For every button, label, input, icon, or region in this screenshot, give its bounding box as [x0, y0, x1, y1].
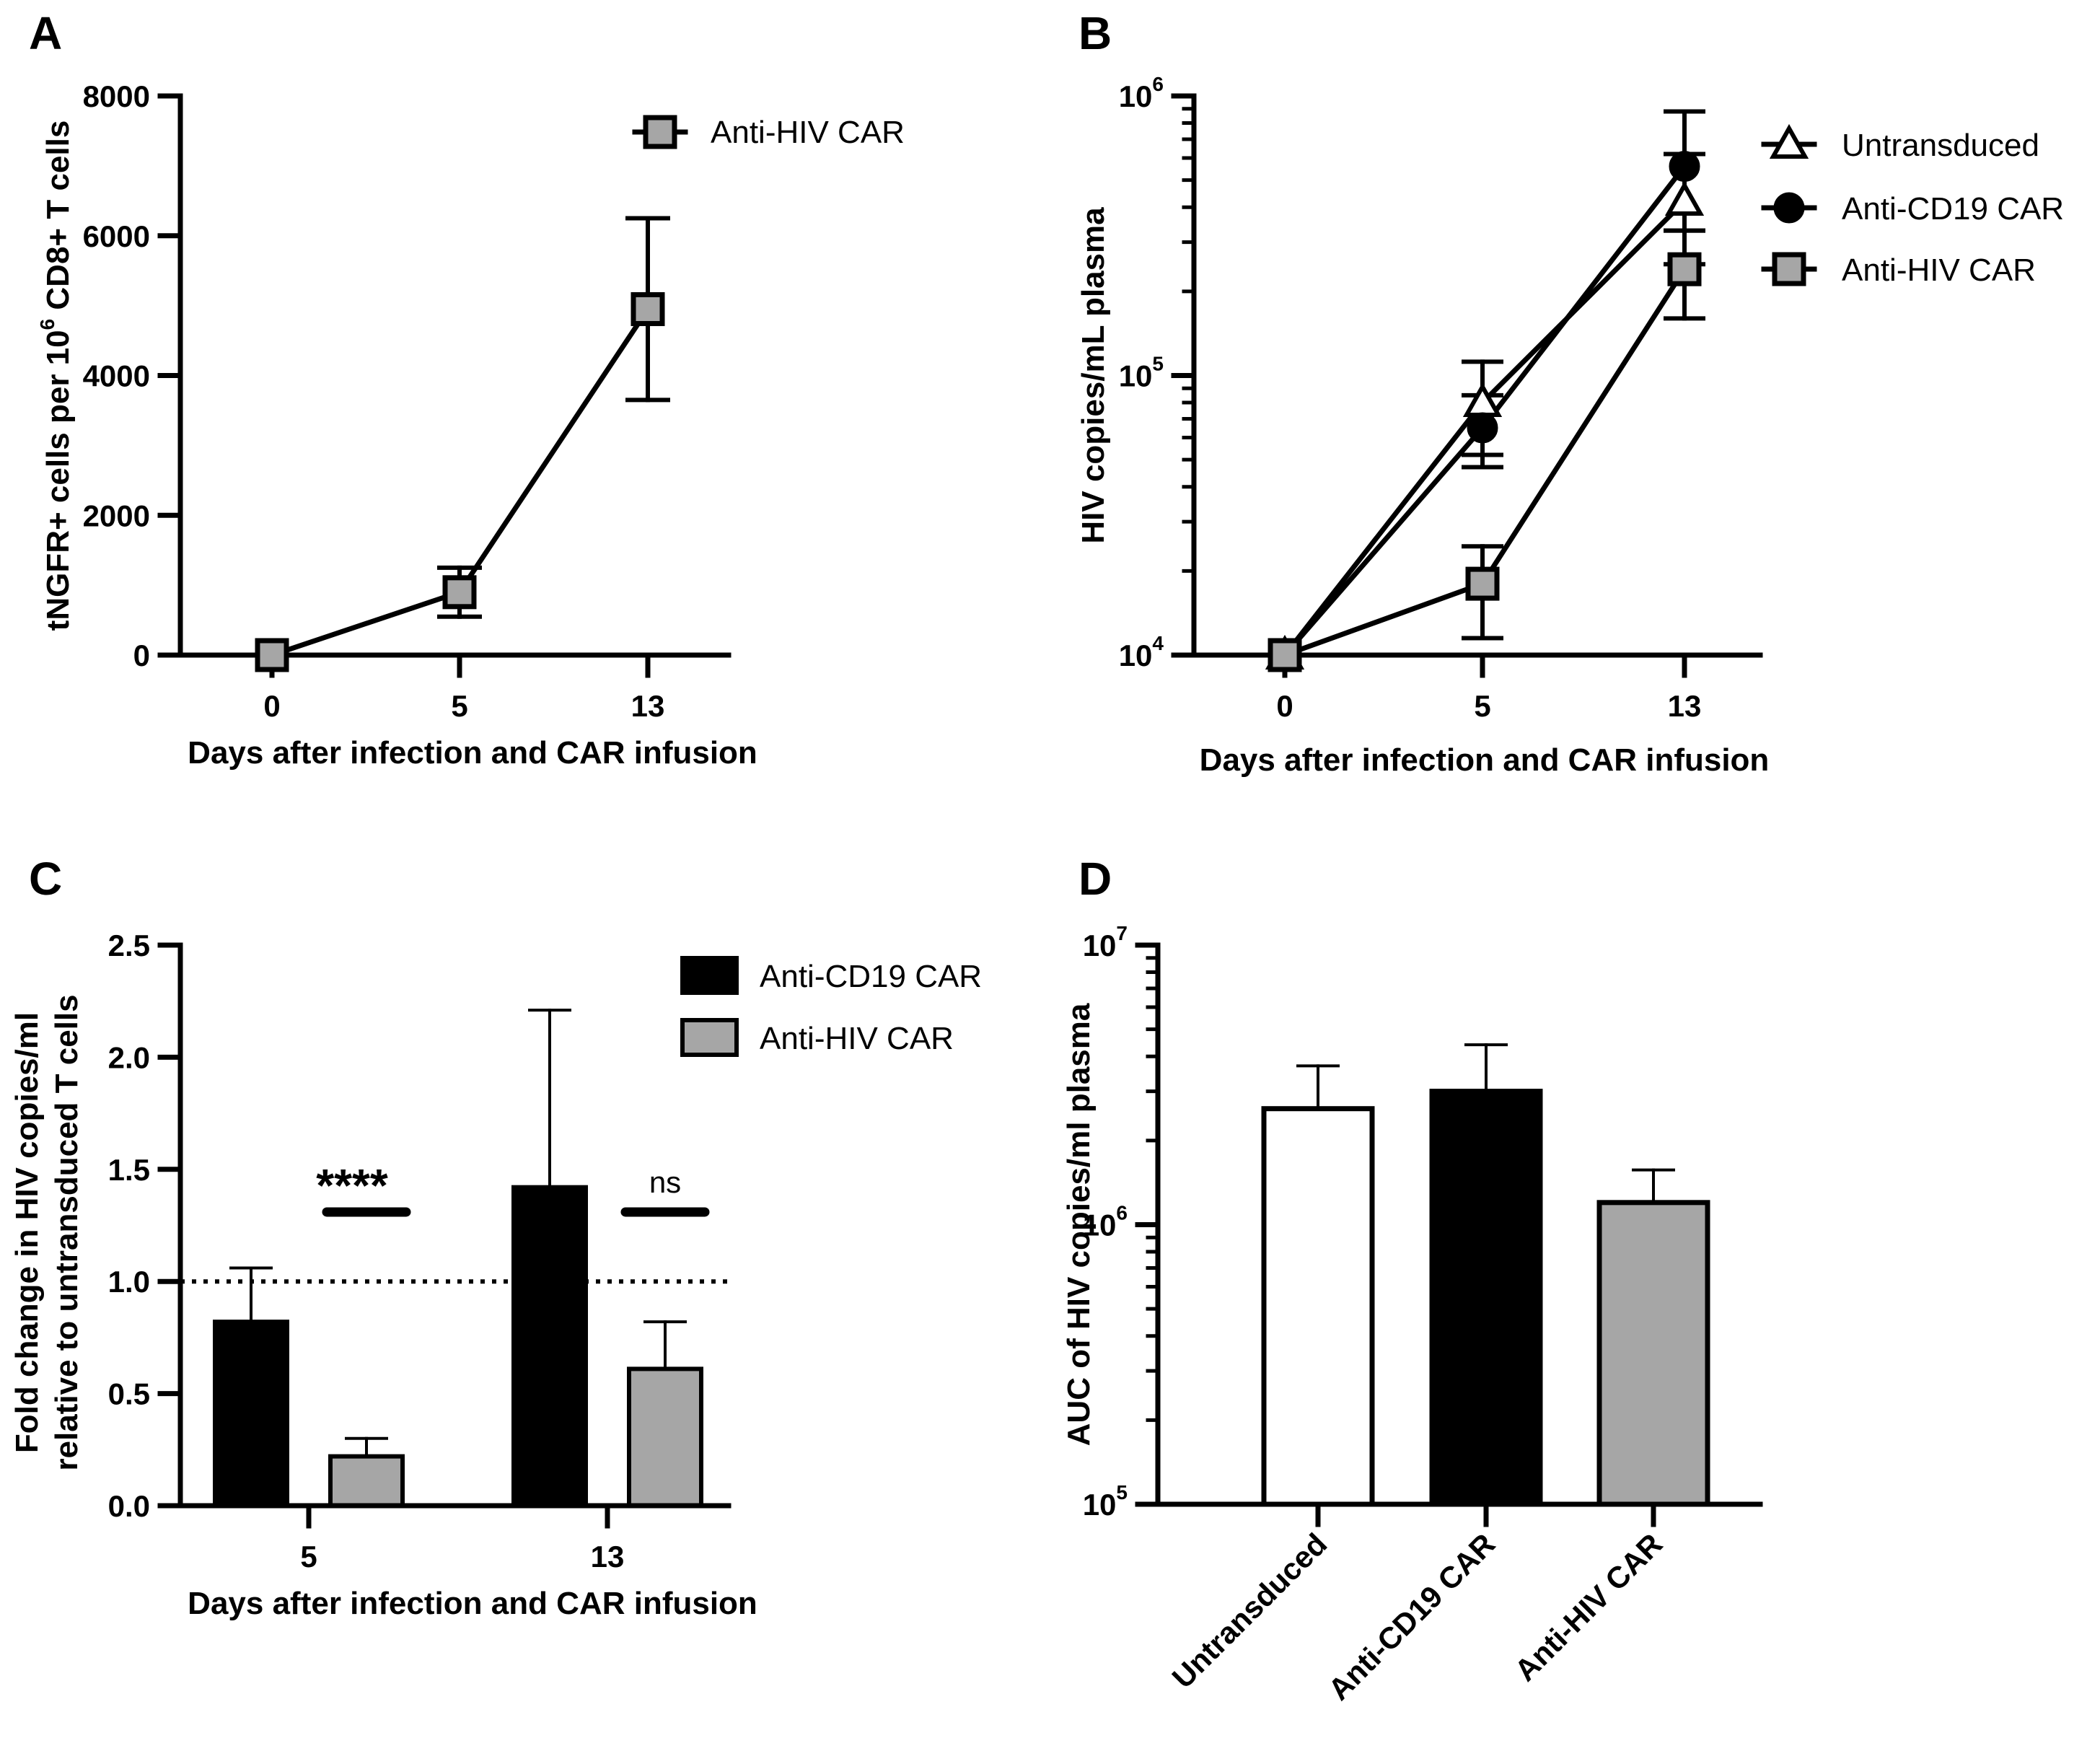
legend-label: Anti-HIV CAR [711, 115, 905, 150]
panel-c: C 0.0 0.5 1.0 1.5 2.0 2.5 5 13 Days after infecti… [9, 853, 982, 1621]
y-tick-label: 0.0 [108, 1489, 150, 1523]
data-point [1268, 638, 1302, 672]
y-tick-label: 104 [1119, 632, 1164, 672]
y-tick-label: 0 [133, 638, 150, 672]
x-tick-label: Anti-HIV CAR [1508, 1527, 1669, 1687]
data-point [1465, 566, 1500, 601]
panel-letter-d: D [1078, 853, 1112, 905]
bar [213, 1320, 289, 1509]
y-tick-label: 8000 [83, 79, 150, 113]
data-point [1667, 252, 1702, 286]
x-axis-label: Days after infection and CAR infusion [188, 1586, 757, 1621]
y-tick-label-exp: 6 [1152, 73, 1164, 95]
y-tick-label-exp: 7 [1116, 922, 1128, 944]
x-axis-label: Days after infection and CAR infusion [188, 735, 757, 771]
y-tick-label: 105 [1083, 1481, 1128, 1522]
y-tick-label: 105 [1119, 353, 1164, 393]
y-axis-label-part: CD8+ T cells [40, 120, 76, 319]
legend-label: Anti-HIV CAR [760, 1021, 954, 1056]
legend-marker [1769, 123, 1809, 159]
y-tick-label: 2.5 [108, 929, 150, 962]
legend-label: Untransduced [1842, 128, 2039, 163]
y-tick-label-base: 10 [1083, 1488, 1117, 1522]
y-axis-label-part: 6 [36, 319, 58, 330]
y-tick-label-base: 10 [1119, 638, 1153, 672]
y-tick-label-base: 10 [1119, 79, 1153, 113]
x-tick-label: 0 [263, 689, 280, 723]
x-tick-label: 13 [591, 1540, 625, 1574]
y-axis-label-line-2: relative to untransduced T cells [49, 994, 84, 1470]
y-tick-label: 2.0 [108, 1040, 150, 1074]
y-tick-label-exp: 4 [1152, 632, 1164, 654]
data-point [442, 575, 477, 610]
legend-label: Anti-CD19 CAR [760, 959, 982, 994]
bar [1596, 1200, 1710, 1507]
legend-swatch [680, 1018, 739, 1057]
data-point [1664, 180, 1705, 216]
legend-marker [1772, 252, 1806, 286]
y-tick-label-base: 10 [1083, 929, 1117, 962]
data-point [255, 638, 289, 672]
x-tick-label: Untransduced [1165, 1527, 1333, 1695]
significance-label: ns [649, 1165, 681, 1199]
bar [627, 1366, 703, 1508]
bar [328, 1454, 405, 1509]
y-tick-label-base: 10 [1083, 1208, 1117, 1242]
y-axis-label-line-1: Fold change in HIV copies/ml [9, 1012, 45, 1453]
x-tick-label: Anti-CD19 CAR [1322, 1527, 1501, 1706]
x-tick-label: 5 [1474, 689, 1490, 723]
y-tick-label: 107 [1083, 922, 1128, 962]
x-tick-label: 0 [1276, 689, 1293, 723]
x-axis-label: Days after infection and CAR infusion [1200, 742, 1770, 778]
legend-label: Anti-HIV CAR [1842, 253, 2036, 288]
panel-a: A 0 2000 4000 6000 8000 0 5 13 Days after infecti… [29, 7, 905, 771]
panel-letter-c: C [29, 853, 62, 905]
x-tick-label: 13 [1668, 689, 1702, 723]
legend-swatch [680, 956, 739, 995]
y-tick-label: 4000 [83, 359, 150, 393]
y-tick-label: 1.0 [108, 1265, 150, 1299]
bar [511, 1185, 588, 1508]
y-tick-label-base: 10 [1119, 359, 1153, 393]
x-tick-label: 13 [631, 689, 665, 723]
y-tick-label: 0.5 [108, 1377, 150, 1411]
data-point [1467, 412, 1498, 444]
y-tick-label-exp: 5 [1152, 353, 1164, 375]
y-tick-label: 6000 [83, 219, 150, 253]
legend-marker [643, 115, 677, 149]
y-tick-label: 2000 [83, 499, 150, 532]
panel-letter-b: B [1078, 7, 1112, 59]
y-tick-label: 106 [1119, 73, 1164, 113]
data-point [1669, 151, 1700, 183]
y-axis-label: tNGFR+ cells per 106 CD8+ T cells [36, 120, 76, 631]
bar [1261, 1106, 1375, 1507]
bar [1429, 1089, 1543, 1507]
y-axis-label: HIV copies/mL plasma [1076, 207, 1111, 544]
y-axis-label-part: tNGFR+ cells per 10 [40, 330, 76, 631]
x-tick-label: 5 [300, 1540, 317, 1574]
x-tick-label: 5 [451, 689, 467, 723]
y-tick-label: 1.5 [108, 1153, 150, 1187]
panel-letter-a: A [29, 7, 62, 59]
legend-label: Anti-CD19 CAR [1842, 191, 2064, 227]
y-tick-label-exp: 6 [1116, 1202, 1128, 1224]
y-axis-label: AUC of HIV copies/ml plasma [1061, 1003, 1097, 1446]
significance-label: **** [316, 1159, 388, 1211]
y-tick-label: 106 [1083, 1202, 1128, 1242]
legend-marker [1773, 192, 1805, 224]
y-tick-label-exp: 5 [1116, 1481, 1128, 1504]
data-point [631, 291, 665, 326]
